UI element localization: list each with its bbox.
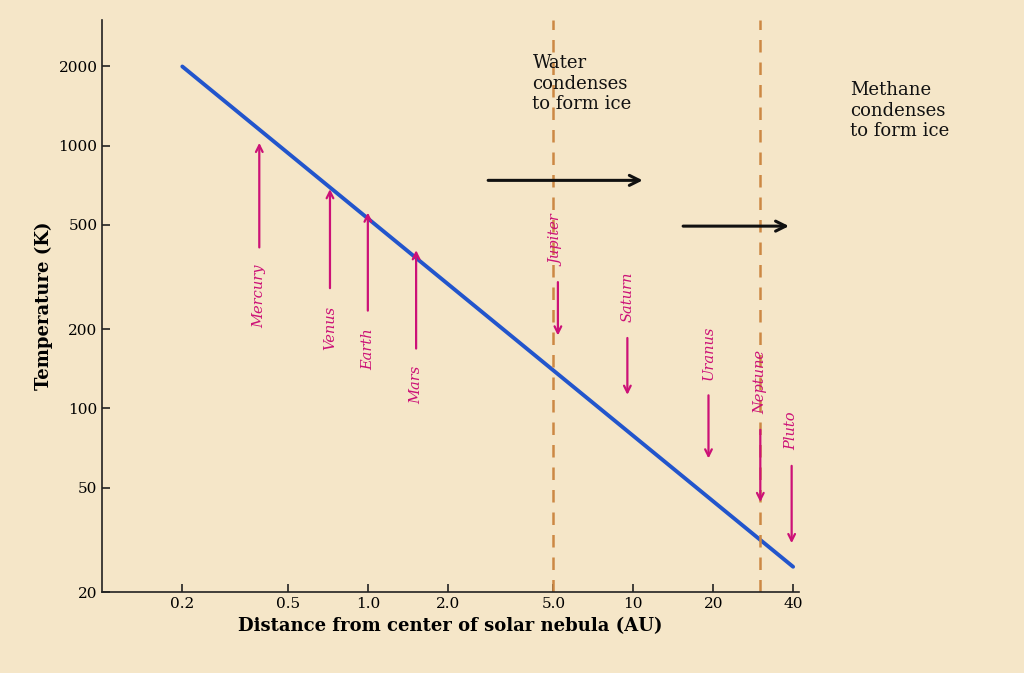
Text: Water
condenses
to form ice: Water condenses to form ice — [532, 54, 632, 114]
Text: Saturn: Saturn — [621, 272, 635, 322]
Text: Neptune: Neptune — [754, 350, 767, 414]
Text: Jupiter: Jupiter — [551, 215, 565, 267]
Text: Venus: Venus — [323, 306, 337, 350]
Text: Pluto: Pluto — [784, 412, 799, 450]
Text: Uranus: Uranus — [701, 325, 716, 380]
X-axis label: Distance from center of solar nebula (AU): Distance from center of solar nebula (AU… — [239, 616, 663, 635]
Text: Mercury: Mercury — [252, 264, 266, 328]
Y-axis label: Temperature (K): Temperature (K) — [35, 222, 53, 390]
Text: Methane
condenses
to form ice: Methane condenses to form ice — [850, 81, 949, 141]
Text: Mars: Mars — [410, 366, 423, 404]
Text: Earth: Earth — [360, 328, 375, 369]
